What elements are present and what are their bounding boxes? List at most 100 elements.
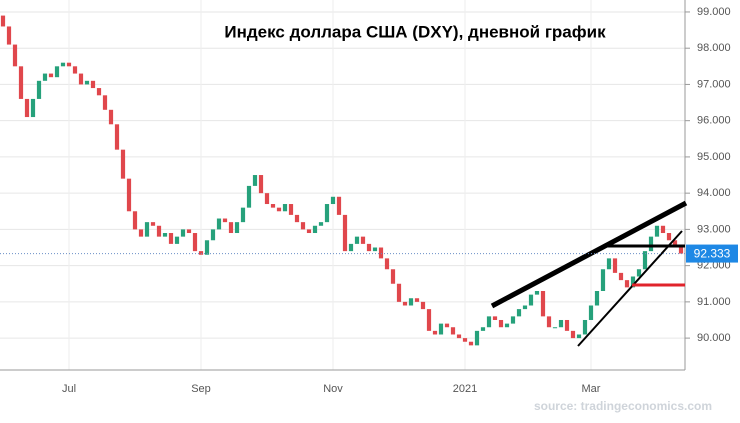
candle: [342, 214, 348, 252]
candle: [30, 98, 36, 118]
y-tick-label: 90.000: [697, 332, 731, 344]
candle: [648, 236, 654, 252]
candle: [42, 73, 48, 81]
candle: [294, 214, 300, 223]
grid: [0, 0, 685, 370]
x-tick-label: Jul: [62, 383, 76, 395]
candle: [432, 330, 438, 335]
candle: [6, 26, 12, 45]
candle: [576, 334, 582, 339]
candle: [588, 305, 594, 320]
candle: [132, 211, 138, 230]
candle: [222, 218, 228, 223]
candle: [96, 88, 102, 96]
y-tick-label: 97.000: [697, 78, 731, 90]
candle: [366, 243, 372, 252]
y-tick-label: 99.000: [697, 6, 731, 18]
candle: [468, 341, 474, 346]
y-tick-label: 98.000: [697, 42, 731, 54]
candle: [522, 305, 528, 310]
candle: [618, 272, 624, 281]
y-tick-label: 91.000: [697, 296, 731, 308]
candle: [396, 283, 402, 302]
candle: [678, 247, 684, 254]
candle: [156, 225, 162, 237]
candle: [210, 229, 216, 241]
candle: [330, 196, 336, 205]
candle: [150, 222, 156, 226]
candle: [312, 225, 318, 234]
candle: [486, 316, 492, 328]
candle: [498, 319, 504, 328]
candle: [390, 269, 396, 284]
candle: [24, 98, 30, 118]
candle: [534, 290, 540, 295]
y-tick-label: 95.000: [697, 151, 731, 163]
candle: [546, 316, 552, 328]
candle: [186, 229, 192, 234]
candle: [450, 327, 456, 335]
candle: [372, 247, 378, 252]
candle: [408, 298, 414, 306]
candle: [78, 73, 84, 85]
candle: [144, 222, 150, 237]
y-tick-label: 96.000: [697, 115, 731, 127]
candle: [564, 319, 570, 331]
x-tick-label: Mar: [582, 383, 601, 395]
y-tick-label: 93.000: [697, 223, 731, 235]
candle: [18, 66, 24, 99]
candle: [354, 236, 360, 244]
candle: [510, 316, 516, 324]
candle: [0, 15, 6, 27]
candle: [594, 290, 600, 306]
candle: [324, 204, 330, 223]
candle: [630, 276, 636, 288]
candle: [570, 330, 576, 339]
candle: [204, 240, 210, 255]
candle: [72, 66, 78, 74]
candle: [636, 269, 642, 277]
trend-line-upper: [490, 200, 688, 309]
candle: [168, 233, 174, 244]
candle: [216, 218, 222, 230]
candle: [360, 236, 366, 244]
candle: [84, 80, 90, 85]
candle: [276, 207, 282, 212]
candle: [252, 175, 258, 186]
candle: [528, 294, 534, 306]
candle: [258, 175, 264, 194]
candle: [174, 236, 180, 244]
candle: [420, 301, 426, 310]
candle: [654, 225, 660, 237]
candle: [612, 258, 618, 273]
candle: [12, 44, 18, 67]
candle: [606, 258, 612, 270]
candle: [48, 73, 54, 78]
candle: [642, 251, 648, 270]
candle: [384, 258, 390, 270]
candle: [180, 229, 186, 237]
candle: [456, 334, 462, 339]
candle: [60, 62, 66, 67]
candle: [516, 309, 522, 317]
candle: [438, 323, 444, 335]
y-tick-label: 94.000: [697, 187, 731, 199]
candle: [36, 80, 42, 99]
candle: [480, 327, 486, 331]
candle: [666, 233, 672, 241]
candle: [288, 204, 294, 215]
candle: [540, 290, 546, 317]
x-tick-label: 2021: [453, 383, 477, 395]
candle: [624, 280, 630, 288]
last-price-label: 92.333: [694, 247, 731, 261]
candle: [240, 207, 246, 223]
candle: [192, 233, 198, 252]
candle: [198, 251, 204, 255]
candle: [54, 66, 60, 78]
candle: [108, 109, 114, 125]
candle: [270, 204, 276, 208]
candle: [504, 323, 510, 328]
candle: [246, 185, 252, 208]
candle: [138, 229, 144, 237]
